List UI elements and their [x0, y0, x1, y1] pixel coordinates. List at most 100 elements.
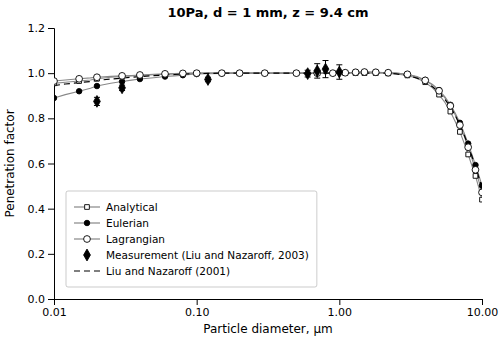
series-marker [373, 69, 379, 75]
legend: Analytical Eulerian Lagrangian Measurement … [66, 191, 317, 287]
scatter-point [119, 82, 126, 94]
y-tick: 0.6 [28, 158, 55, 171]
scatter-point [94, 96, 101, 108]
y-tick-label: 1.2 [28, 22, 46, 35]
y-tick: 0.2 [28, 248, 55, 261]
legend-label: Analytical [106, 201, 158, 213]
series-marker [261, 70, 268, 77]
series-marker [162, 70, 169, 77]
series-line [54, 73, 482, 188]
y-tick-label: 0.8 [28, 112, 46, 125]
series-marker [447, 103, 454, 110]
legend-label: Eulerian [106, 217, 149, 229]
legend-label: Liu and Nazaroff (2001) [106, 265, 230, 277]
series-marker [473, 174, 478, 179]
series-marker [219, 71, 225, 77]
error-bar [323, 61, 329, 78]
y-tick-label: 0.2 [28, 248, 46, 261]
series-marker [76, 88, 82, 94]
series-marker [422, 77, 429, 84]
series-marker [193, 70, 200, 77]
series-marker [293, 70, 300, 77]
series-marker [54, 95, 57, 101]
y-tick-label: 0.6 [28, 158, 46, 171]
series-line [54, 72, 482, 186]
y-axis-title: Penetration factor [3, 109, 17, 217]
y-tick-mark [48, 299, 54, 300]
series-marker [353, 69, 359, 75]
x-tick-mark [197, 299, 198, 305]
series-marker [479, 183, 482, 189]
scatter-point [322, 63, 329, 75]
scatter-point [205, 74, 212, 86]
series-marker [179, 70, 186, 77]
series-marker [236, 70, 243, 77]
legend-swatch [84, 220, 90, 226]
legend-item: Eulerian [74, 217, 149, 229]
y-tick-mark [48, 254, 54, 255]
y-tick-mark [48, 209, 54, 210]
series-marker [465, 144, 472, 151]
series-marker [119, 72, 126, 79]
y-axis: 0.0 0.2 0.4 0.6 0.8 1.0 1.2 [28, 22, 55, 306]
plot-area: 0.010.101.0010.000.00.20.40.60.81.01.2An… [28, 22, 499, 319]
series-marker [362, 69, 368, 75]
series-marker [294, 70, 300, 76]
markers [54, 61, 482, 202]
series-marker [137, 72, 144, 79]
series-marker [76, 75, 83, 82]
series-marker [352, 69, 359, 76]
y-tick-mark [48, 73, 54, 74]
x-tick: 0.10 [185, 299, 210, 319]
series-marker [457, 122, 464, 129]
legend-swatch [84, 236, 91, 243]
series-marker [330, 70, 336, 76]
legend-item: Measurement (Liu and Nazaroff, 2003) [84, 249, 309, 261]
x-axis-line [55, 300, 483, 306]
chart: 0.010.101.0010.000.00.20.40.60.81.01.2An… [0, 0, 500, 341]
error-bar [336, 65, 342, 79]
y-tick: 0.0 [28, 293, 55, 306]
y-tick-label: 0.4 [28, 203, 46, 216]
legend-item: Analytical [74, 201, 158, 213]
series-marker [372, 69, 379, 76]
series-marker [448, 109, 453, 114]
series-marker [342, 69, 349, 76]
y-tick: 0.4 [28, 203, 55, 216]
x-tick-label: 0.01 [42, 306, 67, 319]
y-tick-mark [48, 118, 54, 119]
series-line [54, 73, 482, 199]
error-bar [314, 64, 320, 78]
x-tick-label: 10.00 [467, 306, 499, 319]
series-line [54, 72, 482, 192]
legend-label: Measurement (Liu and Nazaroff, 2003) [106, 249, 309, 261]
x-axis-title: Particle diameter, μm [203, 322, 333, 336]
series-marker [342, 70, 348, 76]
y-tick-mark [48, 164, 54, 165]
y-tick-label: 0.0 [28, 293, 46, 306]
series-marker [94, 74, 101, 81]
y-tick: 1.0 [28, 67, 55, 80]
y-tick: 0.8 [28, 112, 55, 125]
series-marker [54, 78, 57, 85]
scatter-point [336, 66, 343, 78]
y-tick-mark [48, 28, 54, 29]
series-marker [404, 71, 411, 78]
series-marker [94, 83, 100, 89]
series-marker [237, 70, 243, 76]
series-marker [405, 72, 411, 78]
legend-swatch [85, 205, 90, 210]
legend-box [66, 191, 317, 287]
series-marker [466, 152, 471, 157]
data-layer [54, 61, 482, 202]
scatter-point [304, 68, 311, 80]
y-tick-label: 1.0 [28, 67, 46, 80]
x-tick-mark [482, 299, 483, 305]
legend-label: Lagrangian [106, 233, 165, 245]
x-tick: 0.01 [42, 299, 67, 319]
series-marker [361, 69, 368, 76]
series-marker [385, 69, 392, 76]
x-tick-mark [339, 299, 340, 305]
y-tick: 1.2 [28, 22, 55, 35]
legend-swatch [84, 249, 91, 261]
